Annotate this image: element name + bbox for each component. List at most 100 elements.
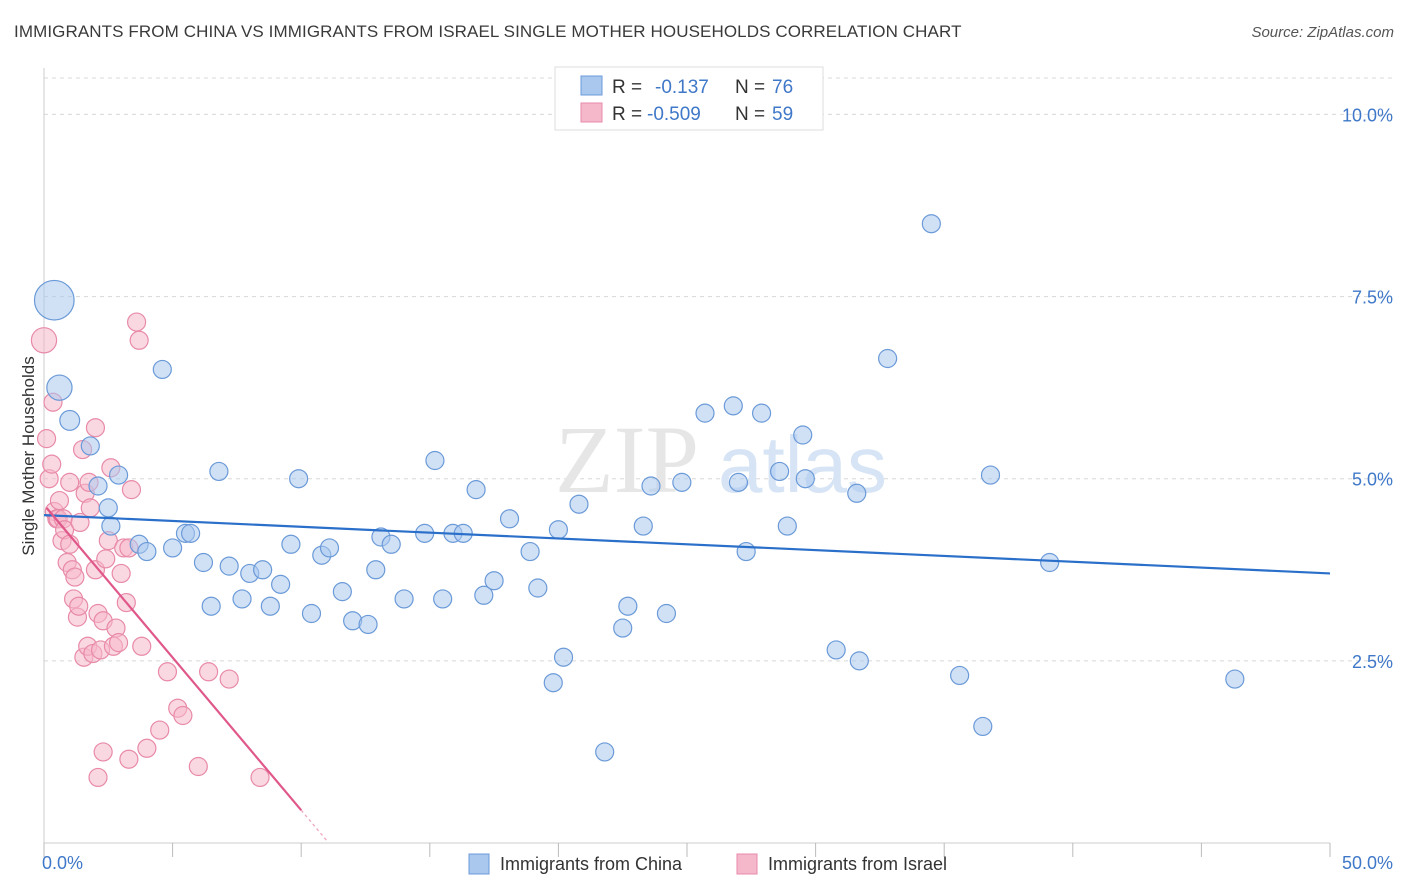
china-point — [474, 585, 494, 605]
israel-point — [188, 756, 208, 777]
china-point — [672, 472, 692, 492]
china-point — [553, 647, 574, 667]
china-point — [878, 348, 898, 369]
china-point — [332, 582, 352, 602]
china-point — [137, 541, 157, 562]
china-point — [548, 520, 569, 540]
israel-point — [150, 720, 170, 740]
china-point — [425, 450, 445, 471]
china-point — [795, 469, 815, 489]
israel-point — [129, 330, 149, 350]
bottom-legend-swatch-israel — [736, 853, 758, 875]
china-point — [253, 560, 273, 580]
china-point — [613, 618, 633, 638]
israel-point — [111, 563, 131, 584]
china-point — [1040, 552, 1060, 573]
legend-swatch-israel — [580, 102, 603, 123]
legend-swatch-china — [580, 75, 603, 96]
china-point — [1225, 669, 1245, 689]
correlation-legend: R = -0.137 N = 76 R = -0.509 N = 59 — [554, 66, 824, 131]
china-point — [950, 665, 970, 686]
legend-china-n-value: 76 — [772, 77, 793, 98]
legend-israel-r-value: -0.509 — [647, 104, 701, 125]
china-point — [80, 436, 100, 456]
israel-point — [119, 749, 139, 769]
china-point — [201, 596, 221, 616]
watermark: ZIP atlas — [555, 406, 887, 513]
china-point — [209, 461, 229, 482]
china-point — [728, 472, 749, 492]
china-point — [826, 640, 846, 660]
china-point — [528, 578, 548, 598]
china-point — [358, 614, 378, 635]
israel-point — [96, 549, 116, 569]
china-point — [319, 538, 340, 558]
x-ticks — [43, 843, 1331, 857]
china-point — [33, 279, 75, 321]
y-tick-label: 5.0% — [1352, 470, 1393, 490]
china-point — [569, 494, 589, 514]
israel-point — [93, 742, 113, 762]
israel-point — [49, 490, 70, 511]
china-point — [163, 538, 183, 558]
china-point — [618, 596, 638, 616]
china-point — [381, 534, 401, 554]
china-point — [641, 476, 661, 496]
china-point — [520, 541, 540, 562]
chart-source: Source: ZipAtlas.com — [1251, 24, 1394, 41]
china-point — [777, 516, 797, 536]
israel-point — [132, 636, 152, 656]
israel-point — [126, 312, 147, 332]
china-point — [181, 523, 201, 543]
bottom-legend: Immigrants from China Immigrants from Is… — [468, 853, 947, 875]
israel-point — [80, 498, 100, 518]
y-tick-label: 2.5% — [1352, 652, 1393, 672]
china-point — [98, 498, 118, 518]
china-point — [394, 589, 414, 609]
china-point — [973, 716, 993, 737]
china-point — [736, 541, 756, 562]
china-point — [980, 465, 1001, 485]
china-point — [847, 483, 867, 503]
china-point — [281, 534, 301, 554]
china-point — [723, 396, 743, 416]
israel-point — [157, 662, 178, 682]
israel-point — [137, 738, 157, 758]
china-point — [595, 742, 615, 762]
china-point — [193, 552, 214, 573]
china-point — [695, 403, 715, 423]
china-point — [59, 409, 81, 431]
israel-point — [88, 767, 108, 788]
china-point — [301, 603, 322, 624]
china-point — [101, 516, 121, 536]
china-point — [543, 673, 563, 693]
china-point — [499, 509, 520, 529]
israel-point — [42, 454, 62, 474]
y-tick-labels: 2.5% 5.0% 7.5% 10.0% — [1342, 105, 1393, 671]
bottom-legend-swatch-china — [468, 853, 490, 875]
china-point — [921, 214, 941, 234]
china-point — [484, 571, 504, 591]
series-china-points — [33, 214, 1245, 762]
legend-china-r-label: R = — [612, 77, 642, 98]
trendlines — [43, 507, 1331, 842]
y-tick-label: 7.5% — [1352, 288, 1393, 308]
israel-point — [60, 472, 80, 492]
israel-point — [85, 418, 106, 438]
israel-point — [108, 633, 129, 653]
china-point — [46, 374, 73, 401]
china-point — [366, 560, 386, 580]
china-point — [751, 403, 772, 423]
israel-point — [69, 596, 89, 616]
israel-point — [173, 705, 193, 726]
y-axis-title: Single Mother Households — [19, 356, 38, 555]
china-point — [656, 603, 677, 624]
bottom-legend-israel-label: Immigrants from Israel — [768, 854, 947, 874]
israel-trendline-extension — [300, 809, 328, 842]
china-trendline — [43, 514, 1331, 575]
china-point — [219, 556, 239, 576]
china-point — [849, 651, 869, 671]
china-point — [88, 476, 108, 496]
legend-israel-r-label: R = — [612, 104, 642, 125]
legend-israel-n-label: N = — [735, 104, 765, 125]
